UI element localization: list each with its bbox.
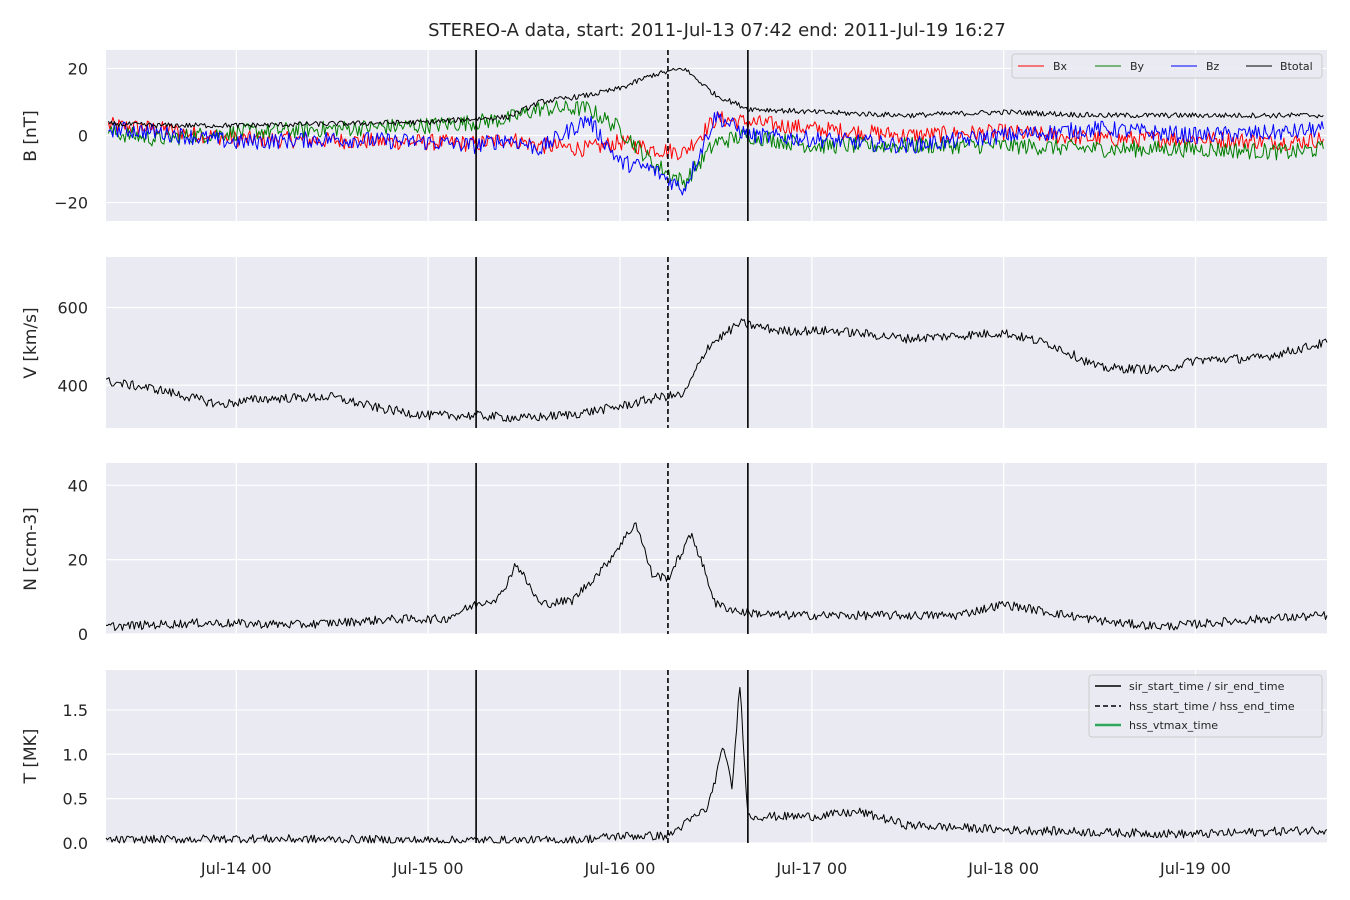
legend-btotal-label: Btotal — [1280, 60, 1313, 73]
panel-n-ytick-label-1: 20 — [68, 551, 88, 570]
figure-title: STEREO-A data, start: 2011-Jul-13 07:42 … — [428, 20, 1006, 41]
legend-by-label: By — [1130, 60, 1145, 73]
panel-v-ytick-label-0: 400 — [57, 376, 88, 395]
panel-b-series — [107, 67, 1324, 196]
panel-v: 400 600 V [km/s] — [21, 257, 1328, 428]
panel-b-event-lines — [475, 50, 749, 221]
panel-v-ytick-label-1: 600 — [57, 299, 88, 318]
panel-t-ytick-label-3: 1.5 — [63, 701, 88, 720]
legend-vtmax-label: hss_vtmax_time — [1129, 719, 1218, 732]
panel-b-ytick-label-1: 0 — [78, 127, 88, 146]
panel-n-ylabel: N [ccm-3] — [21, 507, 41, 591]
x-tick-label-2: Jul-16 00 — [584, 859, 656, 878]
panel-t-ylabel: T [MK] — [21, 729, 41, 785]
panel-n: 0 20 40 N [ccm-3] — [21, 463, 1328, 644]
panel-t: 0.0 0.5 1.0 1.5 T [MK] sir_start_time / sir… — [21, 670, 1328, 853]
x-tick-label-3: Jul-17 00 — [775, 859, 847, 878]
panel-b-legend-box — [1011, 53, 1323, 79]
panel-b-ytick-label-0: −20 — [54, 194, 88, 213]
panel-v-yticks: 400 600 — [57, 299, 88, 396]
panel-v-ylabel: V [km/s] — [21, 307, 41, 378]
panel-b-line-bz — [108, 111, 1324, 196]
panel-t-series — [105, 686, 1328, 844]
panel-t-line-series-0 — [105, 686, 1328, 844]
panel-b-ytick-label-2: 20 — [68, 59, 88, 78]
panel-n-background — [106, 463, 1327, 634]
panel-t-ytick-label-2: 1.0 — [63, 745, 88, 764]
legend-bz-label: Bz — [1206, 60, 1220, 73]
panel-t-legend: sir_start_time / sir_end_time hss_start_… — [1088, 674, 1323, 738]
panel-t-legend-box — [1088, 674, 1323, 738]
x-tick-label-4: Jul-18 00 — [967, 859, 1039, 878]
panel-v-grid — [106, 257, 1327, 428]
legend-bx-label: Bx — [1053, 60, 1068, 73]
panel-b-legend: Bx By Bz Btotal — [1011, 53, 1323, 79]
panel-t-event-lines — [475, 670, 749, 843]
panel-t-ytick-label-1: 0.5 — [63, 790, 88, 809]
x-tick-label-5: Jul-19 00 — [1159, 859, 1231, 878]
panel-n-yticks: 0 20 40 — [68, 476, 88, 644]
panel-n-series — [105, 522, 1328, 631]
panel-b-line-by — [107, 100, 1324, 190]
x-tick-label-1: Jul-15 00 — [392, 859, 464, 878]
x-axis-ticks: Jul-14 00 Jul-15 00 Jul-16 00 Jul-17 00 Jul-… — [200, 859, 1231, 878]
panel-v-line-series-0 — [105, 318, 1328, 423]
panel-n-line-series-0 — [105, 522, 1328, 631]
panel-n-event-lines — [475, 463, 749, 634]
panel-n-grid — [106, 463, 1327, 635]
panel-v-series — [105, 318, 1328, 423]
panel-n-ytick-label-2: 40 — [68, 476, 88, 495]
panel-v-event-lines — [475, 257, 749, 428]
x-tick-label-0: Jul-14 00 — [200, 859, 272, 878]
panel-v-background — [106, 257, 1327, 428]
panel-t-ytick-label-0: 0.0 — [63, 834, 88, 853]
legend-sir-label: sir_start_time / sir_end_time — [1129, 680, 1285, 693]
panel-b-yticks: −20 0 20 — [54, 59, 88, 212]
panel-n-ytick-label-0: 0 — [78, 625, 88, 644]
panel-b: −20 0 20 B [nT] Bx By Bz Btotal — [21, 50, 1327, 221]
panel-t-yticks: 0.0 0.5 1.0 1.5 — [63, 701, 88, 853]
legend-hss-label: hss_start_time / hss_end_time — [1129, 700, 1295, 713]
panel-b-line-btotal — [107, 67, 1324, 129]
panel-b-ylabel: B [nT] — [21, 110, 41, 162]
